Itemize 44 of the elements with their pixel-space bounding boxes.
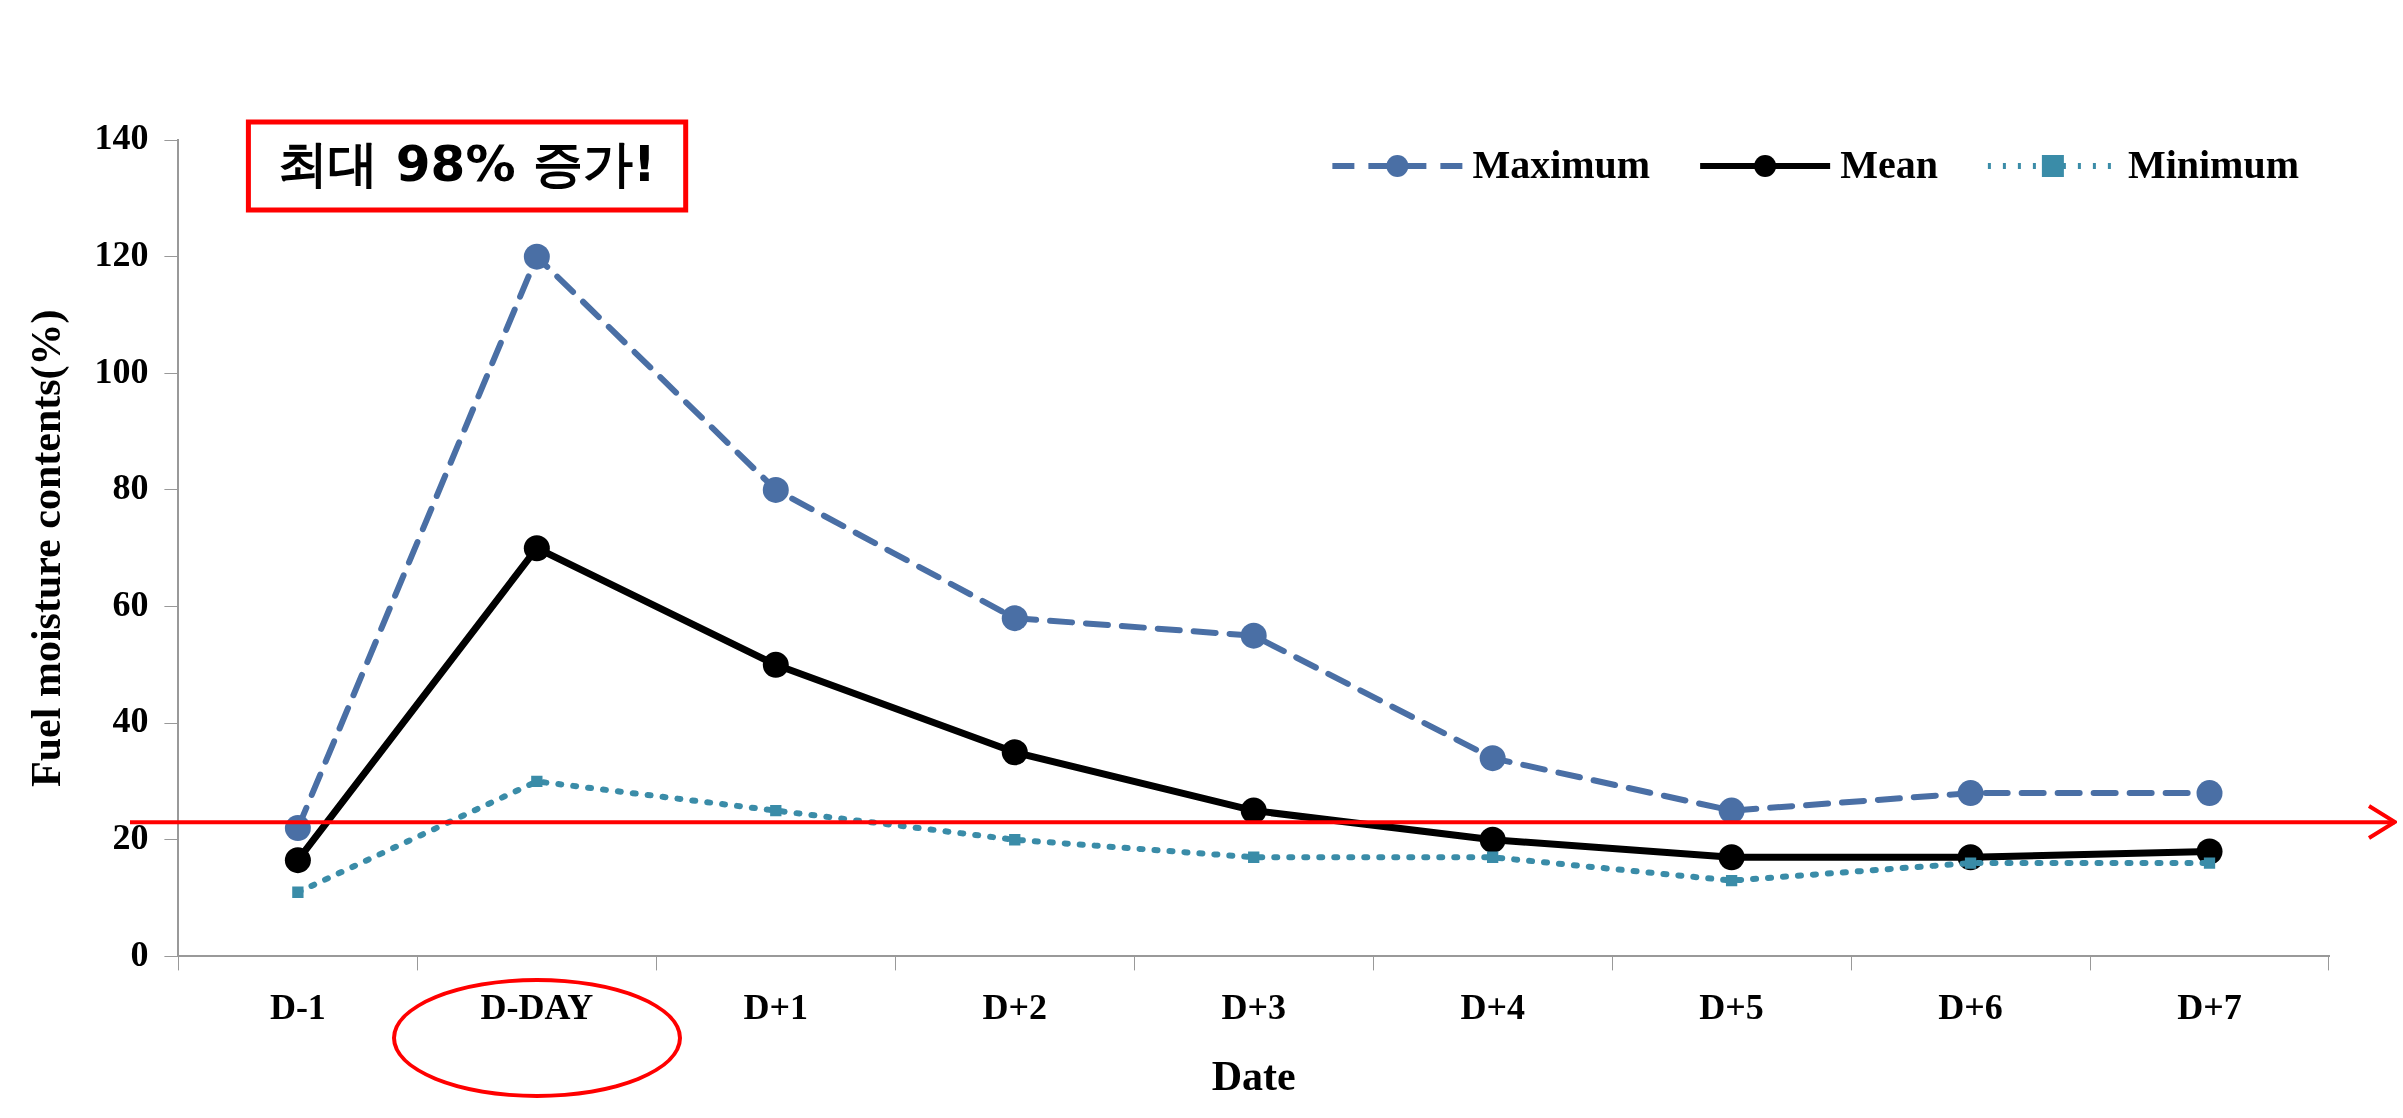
x-tick-label: D-1 <box>269 987 326 1028</box>
point <box>1240 622 1267 649</box>
point <box>762 651 789 678</box>
y-tick-label: 140 <box>94 117 149 158</box>
y-tick-label: 120 <box>94 233 149 274</box>
point <box>1957 780 1984 807</box>
y-tick-label: 0 <box>130 933 149 974</box>
point <box>1487 851 1499 863</box>
legend-label: Minimum <box>2127 142 2300 188</box>
point <box>1001 739 1028 766</box>
legend-label: Maximum <box>1472 142 1651 188</box>
point <box>1718 844 1745 871</box>
annotation: 최대 98% 증가! <box>278 134 656 193</box>
point <box>523 535 550 562</box>
point <box>1009 834 1021 846</box>
y-tick-label: 80 <box>112 467 149 508</box>
y-tick-label: 20 <box>112 817 149 858</box>
point <box>292 886 304 898</box>
point <box>284 847 311 874</box>
point <box>1479 826 1506 853</box>
x-tick-label: D-DAY <box>480 987 594 1028</box>
x-tick-label: D+7 <box>2177 987 2242 1028</box>
point <box>762 476 789 503</box>
x-tick-label: D+6 <box>1938 987 2003 1028</box>
point <box>1479 745 1506 772</box>
point <box>2203 857 2216 869</box>
y-tick-label: 100 <box>94 350 149 391</box>
legend-label: Mean <box>1840 142 1938 188</box>
x-tick-label: D+1 <box>743 987 809 1028</box>
x-axis-title: Date <box>1211 1052 1296 1099</box>
point <box>770 804 782 817</box>
y-tick-label: 60 <box>112 583 149 624</box>
x-tick-label: D+4 <box>1460 987 1525 1028</box>
x-tick-label: D+3 <box>1221 987 1286 1028</box>
point <box>1248 851 1260 863</box>
y-tick-label: 40 <box>112 700 149 741</box>
point <box>523 243 550 270</box>
x-tick-label: D+5 <box>1699 987 1764 1028</box>
point <box>1725 874 1738 887</box>
point <box>1001 605 1028 632</box>
point <box>2196 780 2223 807</box>
point <box>531 775 543 788</box>
y-axis-title: Fuel moisture contents(%) <box>23 309 71 787</box>
x-tick-label: D+2 <box>982 987 1047 1028</box>
